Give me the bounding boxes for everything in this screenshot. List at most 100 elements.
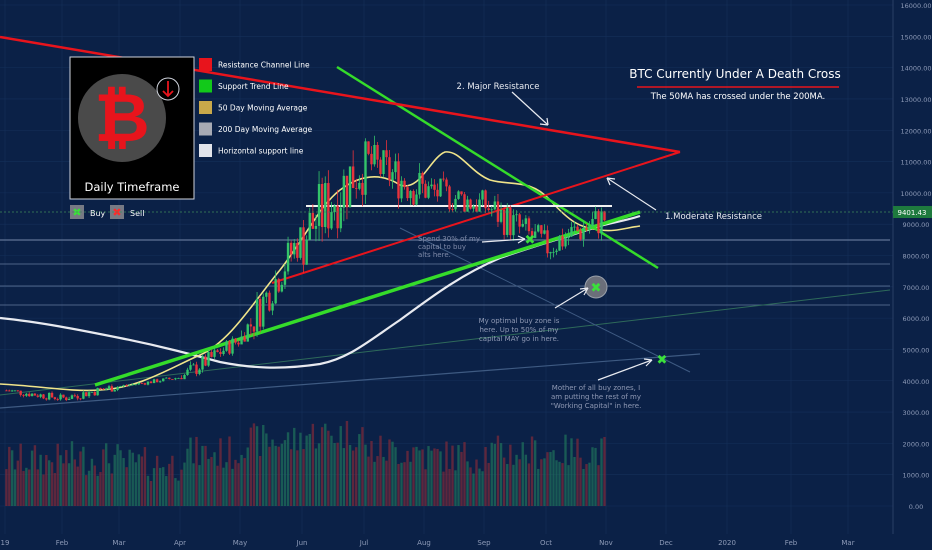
volume-bar (65, 450, 68, 506)
volume-bar (576, 438, 579, 506)
buy-legend-label: Buy (90, 209, 106, 218)
candle-body (82, 392, 85, 399)
volume-bar (370, 440, 373, 506)
x-tick-label: Feb (56, 539, 69, 547)
downward-diagonal (399, 227, 691, 373)
volume-bar (364, 444, 367, 506)
candle-body (391, 172, 394, 181)
volume-bar (324, 423, 327, 506)
volume-bar (249, 427, 253, 506)
volume-bar (39, 454, 42, 506)
candle-body (540, 225, 543, 234)
candle-body (579, 230, 582, 240)
volume-bar (225, 462, 228, 506)
candle-body (219, 352, 222, 354)
volume-bar (271, 439, 274, 506)
candle-body (45, 398, 48, 400)
volume-bar (308, 433, 311, 506)
candle-body (99, 387, 102, 389)
candle-body (293, 242, 296, 255)
volume-bar (469, 467, 472, 506)
candle-body (76, 395, 79, 399)
y-tick-label: 16000.00 (900, 2, 931, 10)
candle-body (370, 153, 373, 165)
volume-bar (289, 449, 293, 506)
candle-body (22, 394, 25, 396)
candle-body (311, 212, 315, 229)
volume-bar (131, 452, 134, 506)
candle-body (448, 186, 451, 210)
y-tick-label: 5000.00 (903, 346, 930, 354)
candle-body (201, 356, 204, 370)
candle-body (62, 394, 65, 398)
candle-body (558, 236, 561, 251)
volume-bar (262, 424, 265, 506)
current-price-tag: 9401.43 (0, 206, 932, 218)
volume-bar (558, 461, 561, 506)
candle-body (436, 189, 439, 197)
candle-body (469, 199, 472, 209)
candle-body (13, 390, 17, 392)
volume-bar (484, 447, 487, 506)
x-tick-label: 2020 (718, 539, 736, 547)
volume-bar (466, 461, 469, 506)
candle-body (296, 242, 299, 258)
candle-body (308, 212, 311, 240)
candle-body (85, 392, 88, 397)
volume-bar (314, 448, 318, 506)
candle-body (30, 393, 34, 397)
volume-bar (533, 440, 537, 506)
volume-bar (50, 462, 54, 506)
candle-body (463, 194, 466, 212)
volume-bar (102, 449, 105, 506)
volume-bar (549, 451, 552, 506)
volume-bar (198, 465, 201, 506)
volume-bar (478, 468, 481, 506)
candle-body (524, 218, 528, 224)
volume-bar (107, 463, 111, 506)
candle-body (207, 351, 210, 366)
y-tick-label: 3000.00 (903, 409, 930, 417)
volume-bar (555, 460, 558, 506)
volume-bar (299, 432, 302, 506)
volume-bar (62, 463, 65, 506)
candle-body (597, 211, 600, 234)
candle-body (358, 182, 361, 189)
volume-bar (180, 469, 183, 506)
candle-body (424, 183, 427, 198)
volume-bar (333, 443, 336, 506)
volume-bar (171, 455, 174, 506)
candle-body (361, 182, 364, 195)
candle-body (336, 205, 339, 229)
volume-bar (22, 471, 25, 506)
candle-body (186, 369, 189, 376)
svg-text:✖: ✖ (591, 281, 602, 296)
volume-bar (487, 462, 490, 506)
x-tick-label: Aug (417, 539, 431, 547)
candle-body (116, 386, 119, 390)
volume-bar (192, 463, 195, 506)
candle-body (490, 209, 493, 211)
annotation-arrows (481, 91, 657, 381)
volume-bar (76, 466, 79, 506)
candle-body (415, 194, 418, 205)
candle-body (110, 386, 114, 392)
candle-body (131, 384, 134, 386)
volume-bar (439, 451, 442, 506)
candle-body (42, 394, 45, 399)
candle-body (567, 236, 570, 239)
candle-body (25, 393, 28, 396)
y-tick-label: 11000.00 (900, 159, 931, 167)
y-tick-label: 8000.00 (903, 253, 930, 261)
candle-body (134, 384, 137, 386)
volume-bar (134, 462, 137, 506)
candle-body (225, 341, 228, 351)
candle-body (183, 375, 186, 380)
candle-body (252, 326, 256, 332)
first-buy-zone-note: Spend 30% of my capital to buy alts here. (418, 235, 480, 259)
volume-bar (570, 438, 573, 506)
candle-body (283, 271, 287, 285)
candle-body (576, 226, 579, 231)
volume-bar (463, 442, 466, 506)
candle-body (53, 397, 57, 399)
